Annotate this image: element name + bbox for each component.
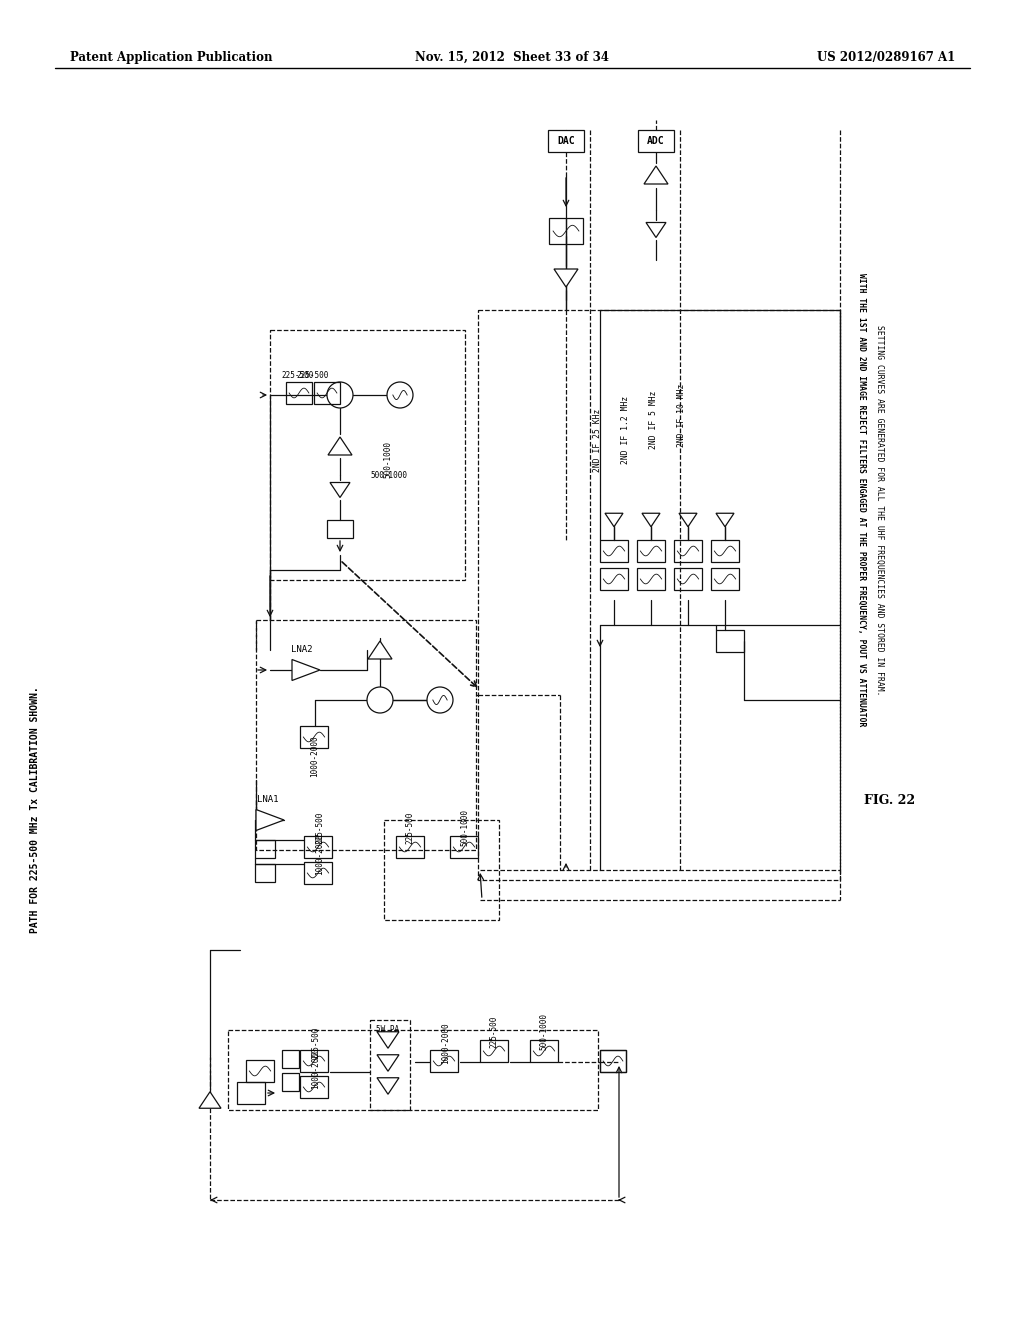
Text: 1000-2000: 1000-2000 (311, 1047, 321, 1089)
Bar (286, 381, 312, 404)
Text: 2ND IF 5 MHz: 2ND IF 5 MHz (649, 391, 658, 449)
Bar (237, 1082, 265, 1104)
Text: LNA2: LNA2 (291, 645, 312, 655)
Bar (255, 865, 275, 882)
Text: WITH THE 1ST AND 2ND IMAGE REJECT FILTERS ENGAGED AT THE PROPER FREQUENCY, POUT : WITH THE 1ST AND 2ND IMAGE REJECT FILTER… (857, 273, 866, 727)
Text: 2ND IF 1.2 MHz: 2ND IF 1.2 MHz (622, 396, 631, 465)
Bar (327, 520, 353, 539)
Polygon shape (292, 660, 319, 681)
Text: 225-500: 225-500 (297, 371, 329, 380)
Polygon shape (199, 1092, 221, 1109)
Polygon shape (642, 513, 660, 527)
Bar (384, 820, 499, 920)
Polygon shape (646, 223, 666, 238)
Text: FIG. 22: FIG. 22 (864, 793, 915, 807)
Bar (600, 1049, 626, 1072)
Bar (246, 1060, 274, 1082)
Bar (282, 1049, 299, 1068)
Text: Patent Application Publication: Patent Application Publication (70, 50, 272, 63)
Text: 500-1000: 500-1000 (540, 1014, 549, 1051)
Text: 225-500: 225-500 (489, 1016, 499, 1048)
Bar (228, 1030, 598, 1110)
Text: 500-1000: 500-1000 (384, 441, 392, 479)
Text: 225-500: 225-500 (406, 812, 415, 845)
Text: Nov. 15, 2012  Sheet 33 of 34: Nov. 15, 2012 Sheet 33 of 34 (415, 50, 609, 63)
Bar (548, 129, 584, 152)
Bar (450, 836, 478, 858)
Polygon shape (716, 513, 734, 527)
Bar (300, 1049, 328, 1072)
Text: LNA1: LNA1 (257, 796, 279, 804)
Polygon shape (679, 513, 697, 527)
Bar (600, 1049, 626, 1072)
Bar (711, 568, 739, 590)
Bar (314, 381, 340, 404)
Text: 225-500: 225-500 (282, 371, 314, 380)
Polygon shape (330, 483, 350, 498)
Text: 225-500: 225-500 (315, 812, 325, 845)
Bar (300, 726, 328, 748)
Bar (711, 540, 739, 562)
Text: ADC: ADC (647, 136, 665, 147)
Polygon shape (605, 513, 623, 527)
Polygon shape (368, 642, 392, 659)
Bar (674, 540, 702, 562)
Bar (480, 1040, 508, 1063)
Polygon shape (377, 1055, 399, 1072)
Circle shape (367, 686, 393, 713)
Bar (304, 836, 332, 858)
Bar (396, 836, 424, 858)
Text: 225-500: 225-500 (311, 1027, 321, 1059)
Bar (637, 540, 665, 562)
Text: 2ND IF 25 KHz: 2ND IF 25 KHz (594, 408, 602, 471)
Bar (674, 568, 702, 590)
Bar (270, 330, 465, 579)
Circle shape (327, 381, 353, 408)
Text: 500-1000: 500-1000 (370, 470, 407, 479)
Bar (304, 862, 332, 884)
Bar (370, 1020, 410, 1110)
Text: PATH FOR 225-500 MHz Tx CALIBRATION SHOWN.: PATH FOR 225-500 MHz Tx CALIBRATION SHOW… (30, 686, 40, 933)
Bar (600, 568, 628, 590)
Bar (478, 310, 840, 880)
Polygon shape (377, 1077, 399, 1094)
Circle shape (427, 686, 453, 713)
Text: 2ND IF 10 MHz: 2ND IF 10 MHz (678, 383, 686, 446)
Polygon shape (644, 166, 668, 183)
Polygon shape (256, 809, 284, 830)
Bar (300, 1076, 328, 1098)
Polygon shape (328, 437, 352, 455)
Text: SETTING CURVES ARE GENERATED FOR ALL THE UHF FREQUENCIES AND STORED IN FRAM.: SETTING CURVES ARE GENERATED FOR ALL THE… (876, 325, 885, 696)
Text: DAC: DAC (557, 136, 574, 147)
Circle shape (387, 381, 413, 408)
Bar (282, 1073, 299, 1092)
Bar (530, 1040, 558, 1063)
Text: 1000-2000: 1000-2000 (310, 735, 319, 776)
Text: 5W PA: 5W PA (377, 1026, 399, 1035)
Bar (430, 1049, 458, 1072)
Bar (637, 568, 665, 590)
Bar (716, 630, 744, 652)
Bar (256, 620, 476, 850)
Polygon shape (554, 269, 578, 286)
Bar (255, 840, 275, 858)
Bar (638, 129, 674, 152)
Text: US 2012/0289167 A1: US 2012/0289167 A1 (817, 50, 955, 63)
Text: 500-1000: 500-1000 (461, 809, 469, 846)
Text: 1000-2000: 1000-2000 (315, 833, 325, 875)
Bar (600, 540, 628, 562)
Bar (549, 218, 583, 244)
Polygon shape (377, 1032, 399, 1048)
Text: 1000-2000: 1000-2000 (441, 1022, 451, 1064)
